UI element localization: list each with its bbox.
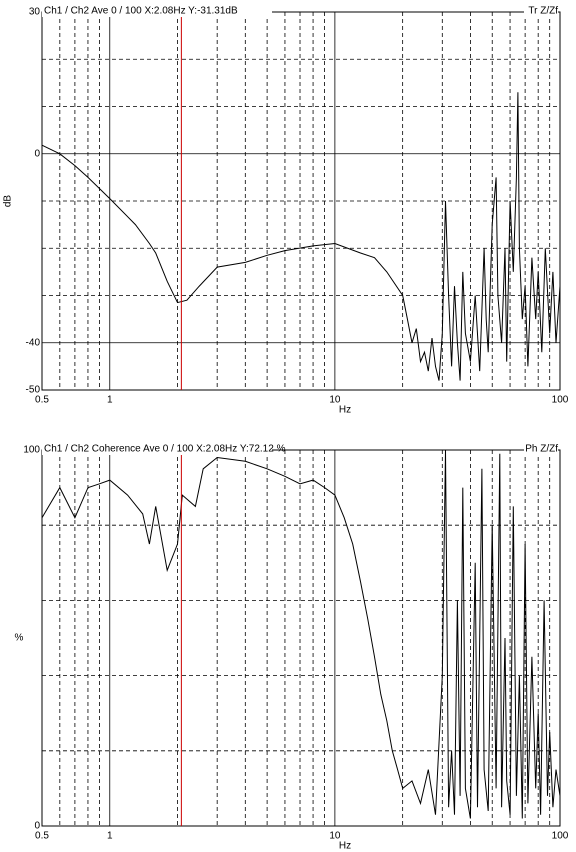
x-tick-label: 0.5 (35, 395, 49, 406)
x-axis-label: Hz (339, 405, 351, 416)
header-right-bg (524, 6, 558, 17)
plot-frame (41, 449, 561, 827)
x-tick-label: 10 (329, 831, 341, 842)
header: Ch1 / Ch2 Coherence Ave 0 / 100 X:2.08Hz… (44, 444, 286, 455)
y-tick-label: -50 (26, 385, 41, 396)
header-bg (42, 444, 272, 455)
x-tick-label: 100 (552, 831, 569, 842)
data-line (41, 449, 561, 819)
header: Ch1 / Ch2 Ave 0 / 100 X:2.08Hz Y:-31.31d… (44, 6, 238, 17)
y-tick-label: 0 (34, 148, 40, 159)
x-tick-label: 1 (107, 831, 113, 842)
header-right: Ph Z/Zf (525, 444, 558, 455)
x-tick-label: 1 (107, 395, 113, 406)
y-tick-label: -40 (26, 337, 41, 348)
x-tick-label: 0.5 (35, 831, 49, 842)
y-axis-label: dB (3, 195, 14, 208)
y-tick-label: 100 (23, 445, 40, 456)
x-tick-label: 10 (329, 395, 341, 406)
data-line (41, 92, 561, 381)
x-tick-label: 100 (552, 395, 569, 406)
header-right-bg (524, 444, 558, 455)
y-axis-label: % (15, 633, 24, 644)
header-bg (42, 6, 272, 17)
y-tick-label: 0 (34, 821, 40, 832)
x-axis-label: Hz (339, 841, 351, 852)
plot-frame (41, 11, 561, 391)
header-right: Tr Z/Zf (528, 6, 558, 17)
y-tick-label: 30 (29, 7, 41, 18)
